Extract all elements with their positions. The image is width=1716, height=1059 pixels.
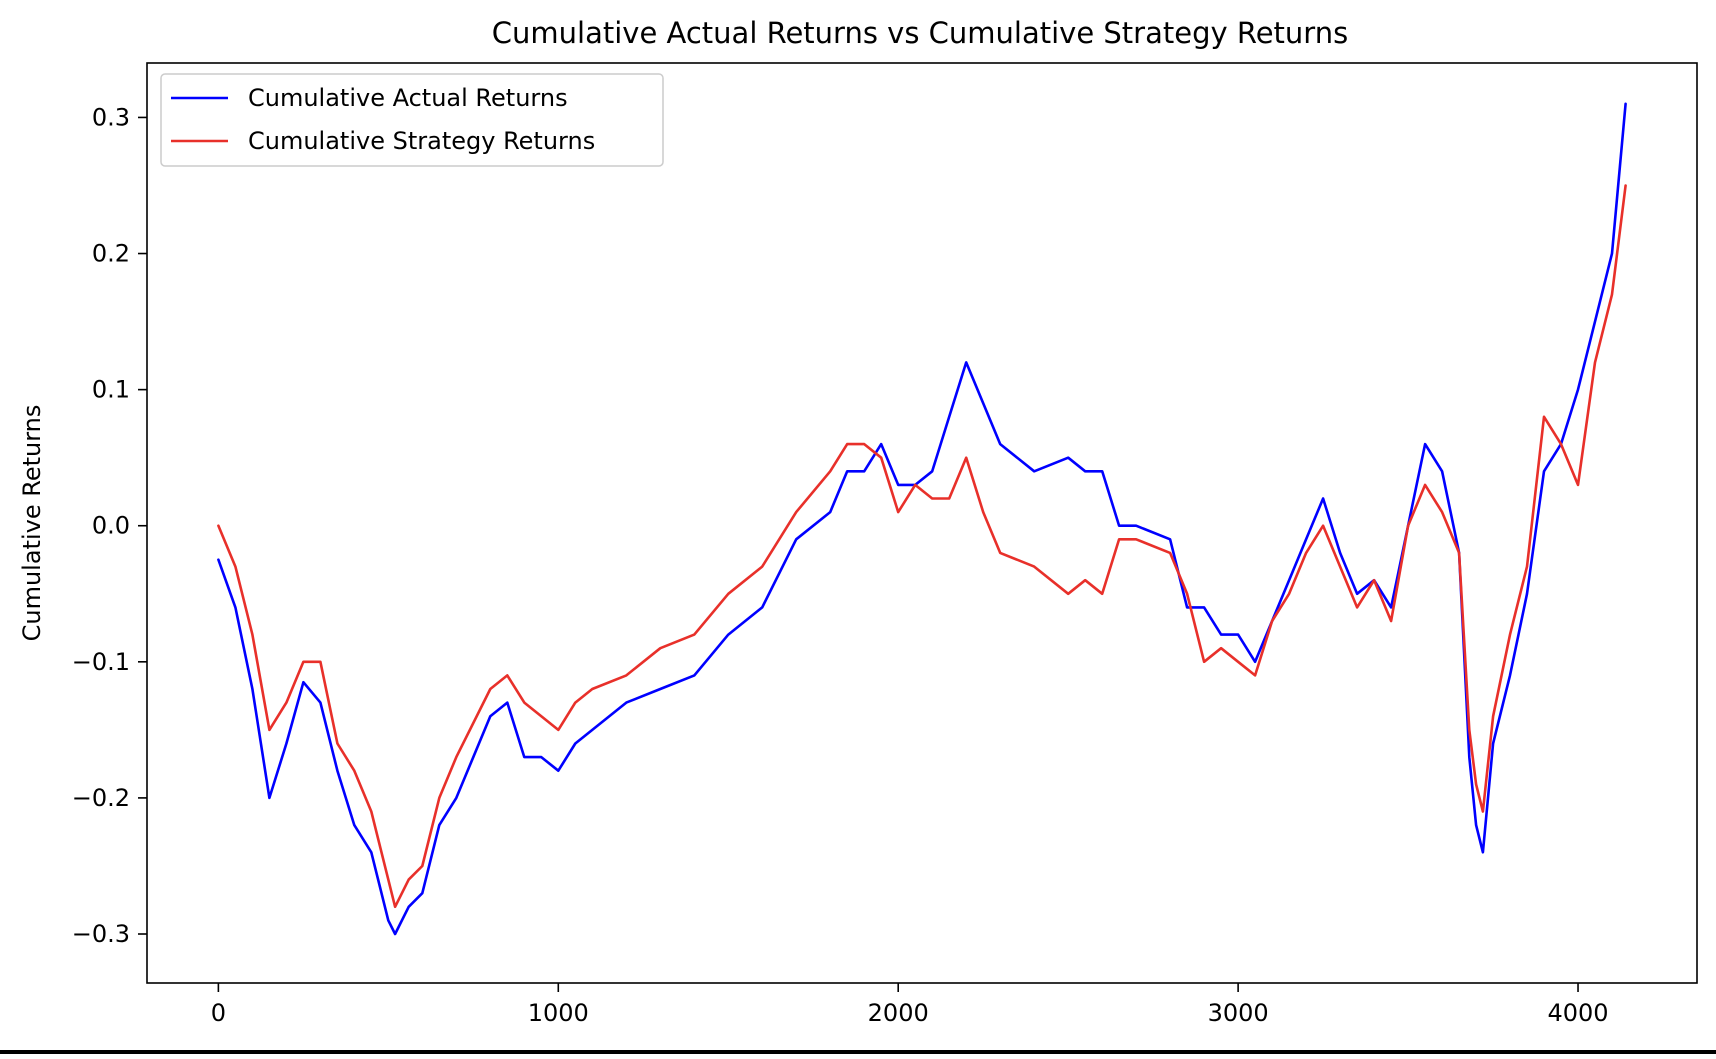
x-tick-label: 1000	[528, 999, 589, 1027]
y-tick-label: −0.2	[72, 784, 130, 812]
y-tick-label: −0.3	[72, 920, 130, 948]
x-tick-label: 2000	[868, 999, 929, 1027]
y-axis: −0.3 −0.2 −0.1 0.0 0.1 0.2 0.3	[72, 103, 147, 948]
legend-label-strategy: Cumulative Strategy Returns	[248, 127, 595, 155]
chart-title: Cumulative Actual Returns vs Cumulative …	[492, 16, 1348, 50]
legend-box	[160, 73, 664, 167]
x-axis: 0 1000 2000 3000 4000	[211, 983, 1609, 1027]
x-tick-label: 4000	[1547, 999, 1608, 1027]
x-tick-label: 3000	[1208, 999, 1269, 1027]
series-layer	[217, 102, 1627, 936]
plot-frame	[146, 62, 1698, 984]
y-tick-label: 0.1	[92, 376, 130, 404]
bottom-rule	[0, 1050, 1716, 1054]
legend: Cumulative Actual Returns Cumulative Str…	[160, 73, 664, 167]
series-line-actual	[217, 102, 1627, 936]
y-tick-label: 0.2	[92, 240, 130, 268]
y-tick-label: −0.1	[72, 648, 130, 676]
y-tick-label: 0.3	[92, 103, 130, 131]
series-line-strategy	[217, 184, 1627, 909]
y-tick-label: 0.0	[92, 512, 130, 540]
legend-label-actual: Cumulative Actual Returns	[248, 84, 568, 112]
y-axis-label: Cumulative Returns	[18, 405, 46, 642]
x-tick-label: 0	[211, 999, 226, 1027]
